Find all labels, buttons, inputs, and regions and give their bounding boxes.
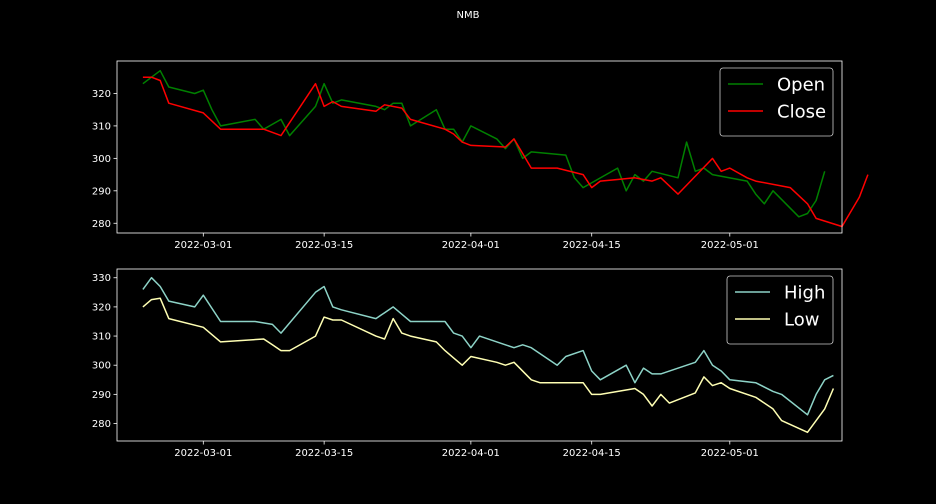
y-tick-label: 280 <box>92 419 111 430</box>
y-tick-label: 290 <box>92 186 111 197</box>
plot-frame <box>116 268 843 442</box>
legend-label-high: High <box>784 283 825 304</box>
y-tick-label: 330 <box>92 273 111 284</box>
x-tick-label: 2022-05-01 <box>701 240 759 251</box>
figure-title: NMB <box>457 10 480 21</box>
legend-box <box>719 67 834 137</box>
legend: High Low <box>726 275 834 345</box>
series-line-open <box>142 69 826 218</box>
x-tick-label: 2022-03-15 <box>295 240 353 251</box>
y-tick-label: 300 <box>92 361 111 372</box>
legend-label-low: Low <box>784 310 819 331</box>
x-tick-label: 2022-03-15 <box>295 448 353 459</box>
legend-box <box>726 275 834 345</box>
y-tick-label: 310 <box>92 121 111 132</box>
x-tick-label: 2022-04-15 <box>563 240 621 251</box>
series-line-high <box>142 276 834 416</box>
x-tick-label: 2022-05-01 <box>701 448 759 459</box>
open-close-chart: 2022-03-01 2022-03-15 2022-04-01 2022-04-15… <box>92 60 869 251</box>
x-tick-label: 2022-04-15 <box>563 448 621 459</box>
y-tick-label: 290 <box>92 390 111 401</box>
x-tick-label: 2022-04-01 <box>442 448 500 459</box>
y-tick-label: 280 <box>92 219 111 230</box>
y-tick-label: 320 <box>92 89 111 100</box>
y-tick-label: 320 <box>92 302 111 313</box>
y-tick-label: 310 <box>92 332 111 343</box>
series-line-close <box>142 76 869 228</box>
legend: Open Close <box>719 67 834 137</box>
x-tick-label: 2022-03-01 <box>174 240 232 251</box>
x-tick-label: 2022-03-01 <box>174 448 232 459</box>
plot-frame <box>116 60 843 234</box>
legend-label-open: Open <box>777 75 825 96</box>
x-tick-label: 2022-04-01 <box>442 240 500 251</box>
series-line-low <box>142 297 835 434</box>
legend-label-close: Close <box>777 102 826 123</box>
y-tick-label: 300 <box>92 154 111 165</box>
high-low-chart: 2022-03-01 2022-03-15 2022-04-01 2022-04-15… <box>92 268 843 459</box>
